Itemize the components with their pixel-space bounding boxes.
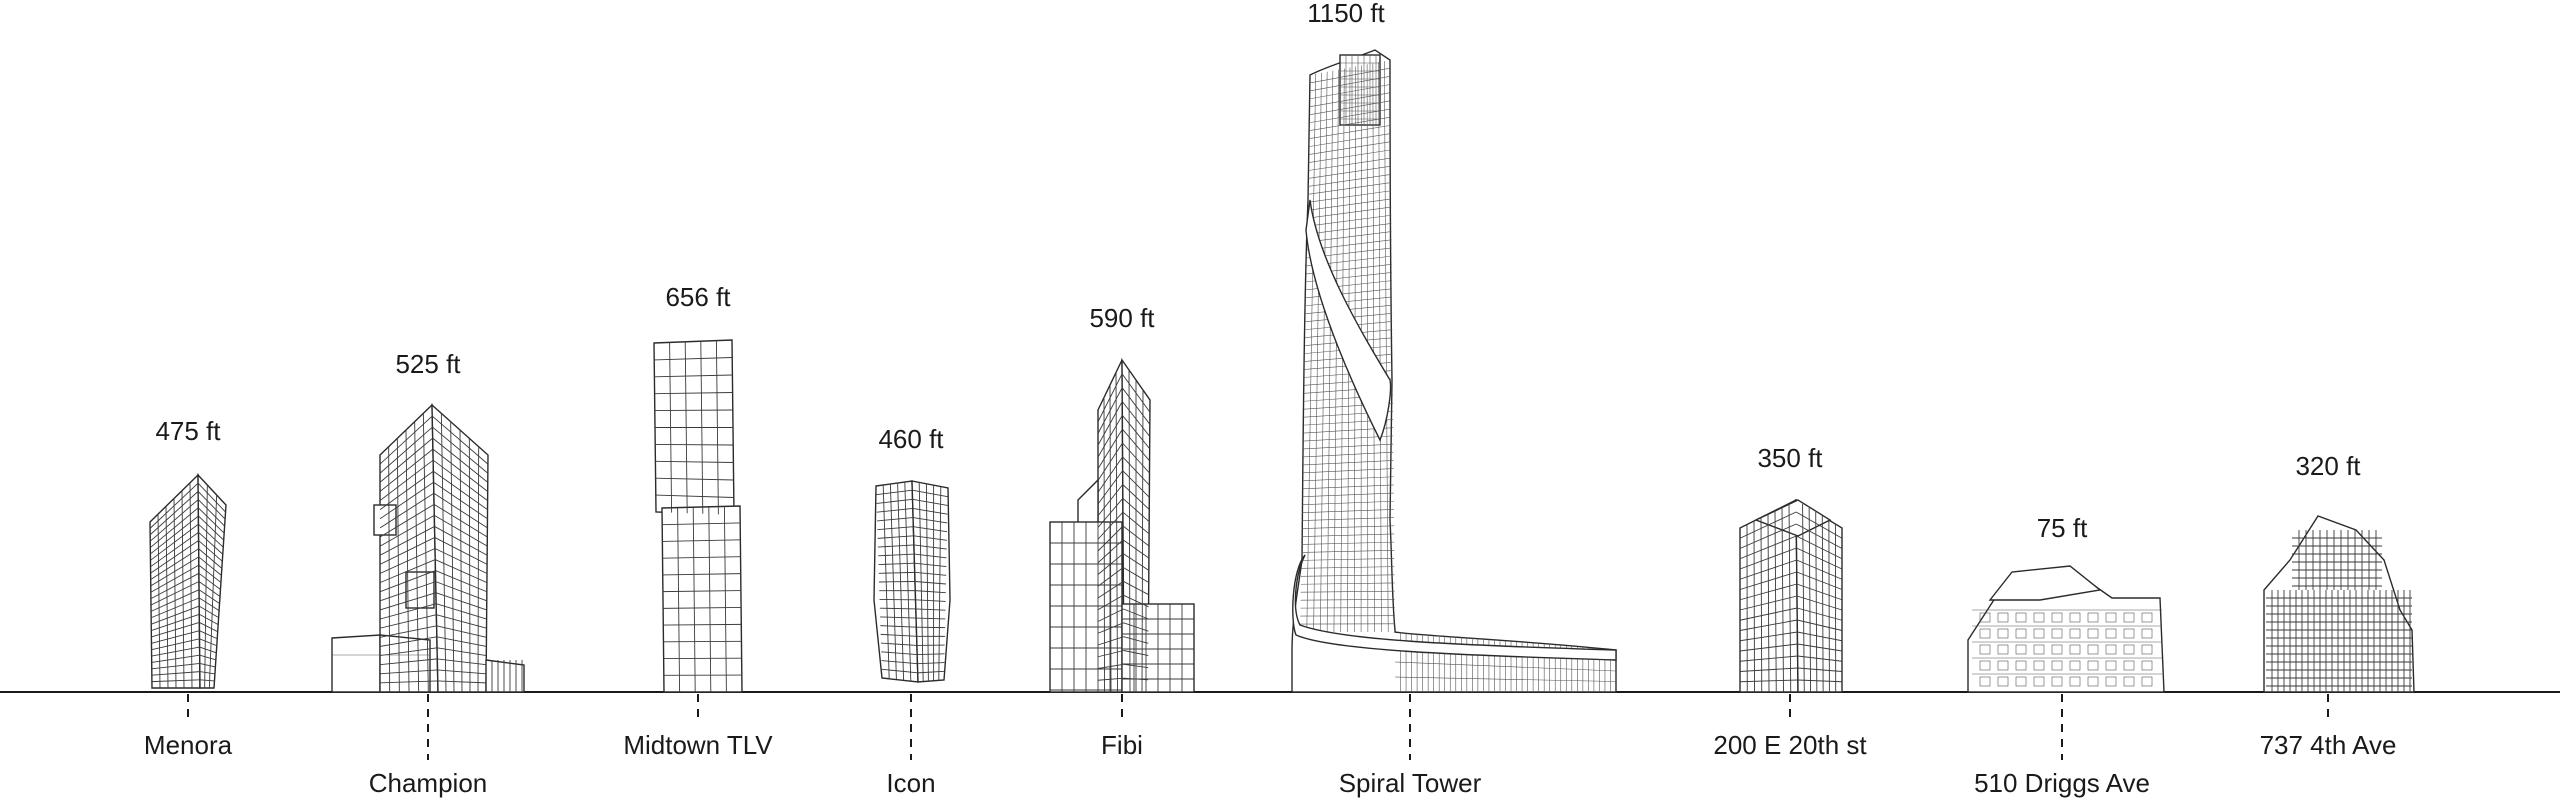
building-menora-drawing <box>149 473 227 689</box>
building-midtown-tlv-drawing <box>653 339 743 693</box>
building-name: 510 Driggs Ave <box>1974 768 2150 798</box>
building-name: Menora <box>144 730 233 760</box>
building-name: Spiral Tower <box>1339 768 1482 798</box>
height-label: 460 ft <box>878 424 944 454</box>
building-menora: 475 ft Menora <box>144 416 233 760</box>
building-midtown-tlv: 656 ft Midtown TLV <box>623 282 773 760</box>
height-label: 656 ft <box>665 282 731 312</box>
height-label: 350 ft <box>1757 443 1823 473</box>
building-200-e-20th-st-drawing <box>1739 498 1843 693</box>
building-name: 200 E 20th st <box>1713 730 1867 760</box>
height-label: 525 ft <box>395 349 461 379</box>
building-fibi-drawing <box>1049 357 1195 693</box>
building-510-driggs-ave-drawing <box>1967 565 2165 693</box>
building-icon-drawing <box>873 480 951 683</box>
height-label: 320 ft <box>2295 451 2361 481</box>
building-name: Champion <box>369 768 488 798</box>
building-spiral-tower: 1150 ft Spiral Tower <box>1291 0 1617 798</box>
height-label: 75 ft <box>2037 513 2088 543</box>
building-510-driggs-ave: 75 ft 510 Driggs Ave <box>1967 513 2165 798</box>
building-name: Midtown TLV <box>623 730 773 760</box>
building-name: 737 4th Ave <box>2260 730 2397 760</box>
height-label: 475 ft <box>155 416 221 446</box>
building-spiral-tower-drawing <box>1291 49 1617 693</box>
building-name: Fibi <box>1101 730 1143 760</box>
building-737-4th-ave-drawing <box>2263 515 2415 693</box>
height-label: 1150 ft <box>1307 0 1385 28</box>
building-champion-drawing <box>331 403 525 693</box>
building-icon: 460 ft Icon <box>873 424 951 798</box>
building-200-e-20th-st: 350 ft 200 E 20th st <box>1713 443 1867 760</box>
height-label: 590 ft <box>1089 303 1155 333</box>
building-name: Icon <box>886 768 935 798</box>
building-fibi: 590 ft Fibi <box>1049 303 1195 760</box>
building-737-4th-ave: 320 ft 737 4th Ave <box>2260 451 2415 760</box>
building-champion: 525 ft Champion <box>331 349 525 798</box>
